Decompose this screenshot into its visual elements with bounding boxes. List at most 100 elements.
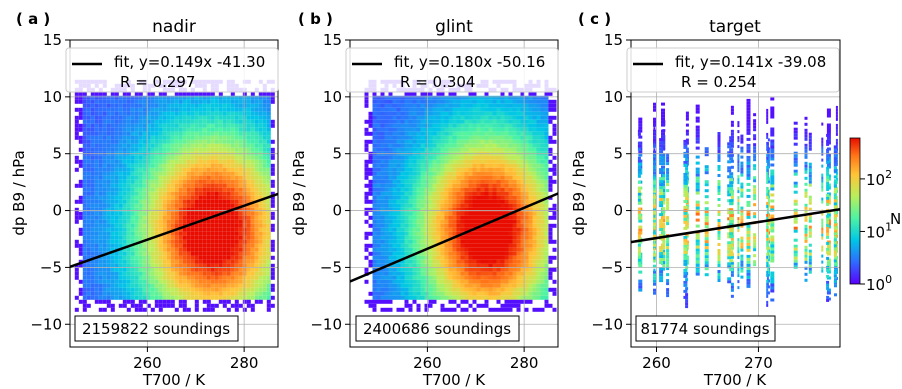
heatmap-cell bbox=[246, 187, 251, 192]
heatmap-cell bbox=[472, 263, 477, 268]
heatmap-cell bbox=[420, 227, 425, 232]
heatmap-cell bbox=[460, 271, 465, 276]
heatmap-cell bbox=[186, 99, 191, 104]
heatmap-cell bbox=[118, 295, 123, 300]
heatmap-cell bbox=[512, 223, 517, 228]
heatmap-cell bbox=[182, 203, 187, 208]
heatmap-cell bbox=[444, 95, 449, 100]
heatmap-cell bbox=[238, 143, 243, 148]
heatmap-cell bbox=[254, 287, 259, 292]
heatmap-cell bbox=[448, 107, 453, 112]
heatmap-cell bbox=[528, 259, 533, 264]
heatmap-cell bbox=[102, 223, 107, 228]
heatmap-cell bbox=[246, 127, 251, 132]
heatmap-cell bbox=[484, 219, 489, 224]
heatmap-cell bbox=[82, 227, 87, 232]
heatmap-cell bbox=[82, 119, 87, 124]
heatmap-cell bbox=[484, 207, 489, 212]
heatmap-cell bbox=[122, 99, 127, 104]
heatmap-cell bbox=[500, 171, 505, 176]
heatmap-cell bbox=[384, 219, 389, 224]
heatmap-cell bbox=[250, 295, 255, 300]
heatmap-cell bbox=[468, 259, 473, 264]
heatmap-cell bbox=[230, 263, 235, 268]
heatmap-cell bbox=[146, 163, 151, 168]
heatmap-cell bbox=[262, 219, 267, 224]
heatmap-cell bbox=[186, 163, 191, 168]
heatmap-cell bbox=[258, 159, 263, 164]
heatmap-cell bbox=[392, 95, 397, 100]
heatmap-cell bbox=[508, 131, 513, 136]
heatmap-cell bbox=[388, 295, 393, 300]
heatmap-cell bbox=[266, 143, 271, 148]
heatmap-cell bbox=[508, 267, 513, 272]
heatmap-cell bbox=[448, 115, 453, 120]
heatmap-cell bbox=[468, 195, 473, 200]
heatmap-cell bbox=[464, 147, 469, 152]
heatmap-cell bbox=[186, 211, 191, 216]
heatmap-cell bbox=[452, 147, 457, 152]
heatmap-cell bbox=[528, 275, 533, 280]
heatmap-cell bbox=[388, 211, 393, 216]
heatmap-cell bbox=[460, 171, 465, 176]
heatmap-cell bbox=[464, 139, 469, 144]
heatmap-cell bbox=[158, 183, 163, 188]
heatmap-cell bbox=[408, 139, 413, 144]
heatmap-cell bbox=[472, 131, 477, 136]
heatmap-cell bbox=[428, 247, 433, 252]
heatmap-cell bbox=[94, 279, 99, 284]
heatmap-cell bbox=[440, 279, 445, 284]
heatmap-cell bbox=[126, 227, 131, 232]
heatmap-cell bbox=[106, 267, 111, 272]
heatmap-cell bbox=[82, 199, 87, 204]
heatmap-cell bbox=[258, 187, 263, 192]
heatmap-cell bbox=[460, 103, 465, 108]
heatmap-cell bbox=[198, 183, 203, 188]
heatmap-cell bbox=[86, 195, 91, 200]
heatmap-cell bbox=[158, 159, 163, 164]
heatmap-cell bbox=[150, 243, 155, 248]
heatmap-cell bbox=[178, 275, 183, 280]
heatmap-cell bbox=[508, 195, 513, 200]
heatmap-cell bbox=[472, 199, 477, 204]
heatmap-cell bbox=[134, 223, 139, 228]
heatmap-cell bbox=[194, 279, 199, 284]
heatmap-cell bbox=[226, 231, 231, 236]
heatmap-cell bbox=[142, 263, 147, 268]
heatmap-cell bbox=[202, 195, 207, 200]
heatmap-cell bbox=[384, 139, 389, 144]
heatmap-cell bbox=[512, 167, 517, 172]
heatmap-cell bbox=[218, 283, 223, 288]
heatmap-cell bbox=[376, 155, 381, 160]
heatmap-cell bbox=[436, 175, 441, 180]
heatmap-cell bbox=[416, 127, 421, 132]
heatmap-cell bbox=[504, 199, 509, 204]
heatmap-cell bbox=[226, 199, 231, 204]
heatmap-cell bbox=[178, 167, 183, 172]
heatmap-cell bbox=[242, 95, 247, 100]
heatmap-cell bbox=[238, 235, 243, 240]
heatmap-cell bbox=[396, 167, 401, 172]
heatmap-cell bbox=[484, 135, 489, 140]
heatmap-cell bbox=[504, 267, 509, 272]
heatmap-cell bbox=[496, 267, 501, 272]
heatmap-cell bbox=[218, 191, 223, 196]
heatmap-cell bbox=[74, 263, 79, 268]
heatmap-cell bbox=[364, 247, 369, 252]
heatmap-cell bbox=[250, 283, 255, 288]
heatmap-cell bbox=[122, 227, 127, 232]
heatmap-cell bbox=[428, 251, 433, 256]
heatmap-cell bbox=[492, 139, 497, 144]
heatmap-cell bbox=[412, 239, 417, 244]
heatmap-cell bbox=[158, 287, 163, 292]
heatmap-cell bbox=[102, 119, 107, 124]
heatmap-cell bbox=[516, 187, 521, 192]
heatmap-cell bbox=[492, 159, 497, 164]
heatmap-cell bbox=[174, 211, 179, 216]
heatmap-cell bbox=[484, 91, 489, 96]
heatmap-cell bbox=[254, 203, 259, 208]
heatmap-cell bbox=[126, 159, 131, 164]
heatmap-cell bbox=[130, 251, 135, 256]
heatmap-cell bbox=[392, 219, 397, 224]
heatmap-cell bbox=[388, 263, 393, 268]
